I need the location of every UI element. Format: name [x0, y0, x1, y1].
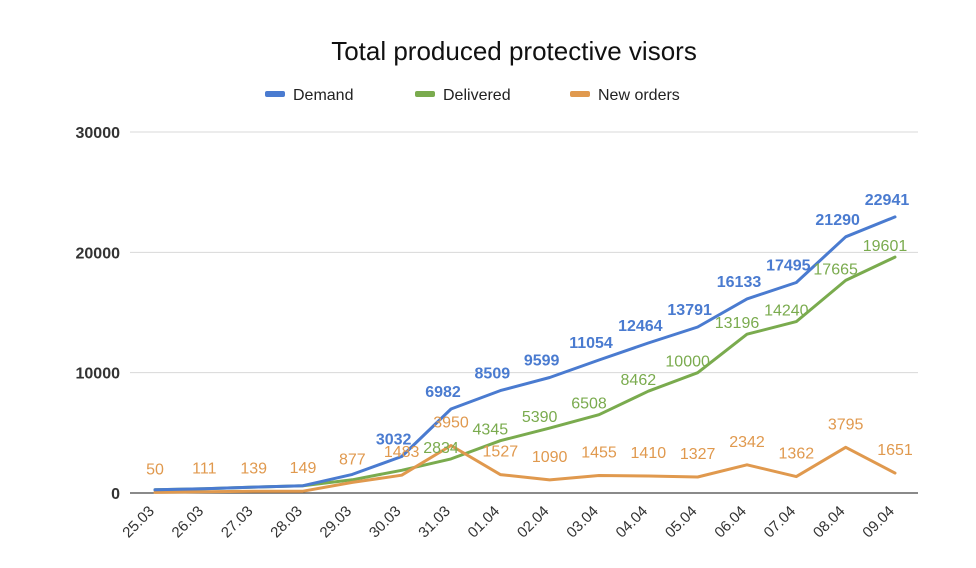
data-label: 9599 [524, 352, 560, 369]
series-lines [153, 215, 897, 494]
x-tick-label: 04.04 [613, 503, 652, 542]
legend-swatch [265, 91, 285, 97]
data-label: 3795 [828, 416, 864, 433]
legend-entry: Demand [293, 87, 353, 104]
data-label: 111 [192, 461, 216, 478]
data-label: 3950 [433, 414, 469, 431]
y-tick-label: 20000 [76, 245, 121, 262]
legend: Demand Delivered New orders [265, 87, 680, 104]
data-label: 13791 [667, 302, 712, 319]
x-tick-label: 07.04 [761, 503, 800, 542]
x-tick-label: 31.03 [415, 503, 454, 542]
y-tick-label: 30000 [76, 125, 121, 142]
x-tick-label: 25.03 [119, 503, 158, 542]
data-label: 1527 [483, 444, 519, 461]
x-tick-label: 01.04 [465, 503, 504, 542]
data-label: 1362 [779, 446, 815, 463]
x-tick-label: 02.04 [514, 503, 553, 542]
x-tick-label: 27.03 [218, 503, 257, 542]
data-label: 1410 [631, 445, 667, 462]
legend-entry: New orders [598, 87, 680, 104]
data-label: 1090 [532, 449, 568, 466]
data-label: 6982 [425, 384, 461, 401]
data-label: 50 [146, 461, 164, 478]
data-label: 139 [240, 460, 267, 477]
data-label: 10000 [665, 354, 710, 371]
x-tick-label: 05.04 [662, 503, 701, 542]
data-label: 6508 [571, 396, 607, 413]
data-label: 12464 [618, 318, 663, 335]
legend-swatch [415, 91, 435, 97]
data-label: 17665 [813, 261, 858, 278]
x-tick-label: 08.04 [810, 503, 849, 542]
data-label: 1455 [581, 444, 617, 461]
y-tick-label: 0 [111, 486, 120, 503]
data-label: 14240 [764, 303, 809, 320]
data-label: 1651 [877, 442, 913, 459]
data-label: 2834 [423, 440, 459, 457]
data-label: 13196 [715, 315, 760, 332]
chart-title: Total produced protective visors [331, 36, 697, 66]
data-label: 8462 [621, 372, 657, 389]
data-label: 3032 [376, 432, 412, 449]
data-label: 19601 [863, 238, 908, 255]
data-label: 8509 [475, 366, 511, 383]
data-label: 1327 [680, 446, 716, 463]
data-label: 16133 [717, 274, 762, 291]
x-tick-label: 30.03 [366, 503, 405, 542]
data-label: 877 [339, 451, 366, 468]
x-axis: 25.03 26.03 27.03 28.03 29.03 30.03 31.03 01.04… [119, 503, 898, 542]
series-line [153, 215, 897, 492]
data-label: 4345 [473, 422, 509, 439]
x-tick-label: 06.04 [711, 503, 750, 542]
data-label: 21290 [815, 212, 860, 229]
data-label: 5390 [522, 409, 558, 426]
data-label: 17495 [766, 257, 811, 274]
x-tick-label: 03.04 [563, 503, 602, 542]
x-tick-label: 29.03 [317, 503, 356, 542]
series-line [153, 444, 897, 494]
y-tick-label: 10000 [76, 366, 121, 383]
data-label: 11054 [569, 335, 613, 352]
x-tick-label: 09.04 [859, 503, 898, 542]
data-label: 149 [290, 460, 317, 477]
legend-swatch [570, 91, 590, 97]
x-tick-label: 28.03 [267, 503, 306, 542]
data-label: 2342 [729, 434, 765, 451]
data-label: 22941 [865, 192, 910, 209]
data-label: 1483 [384, 444, 420, 461]
gridlines [130, 131, 918, 494]
legend-entry: Delivered [443, 87, 511, 104]
y-axis: 0 10000 20000 30000 [76, 125, 121, 503]
x-tick-label: 26.03 [169, 503, 208, 542]
